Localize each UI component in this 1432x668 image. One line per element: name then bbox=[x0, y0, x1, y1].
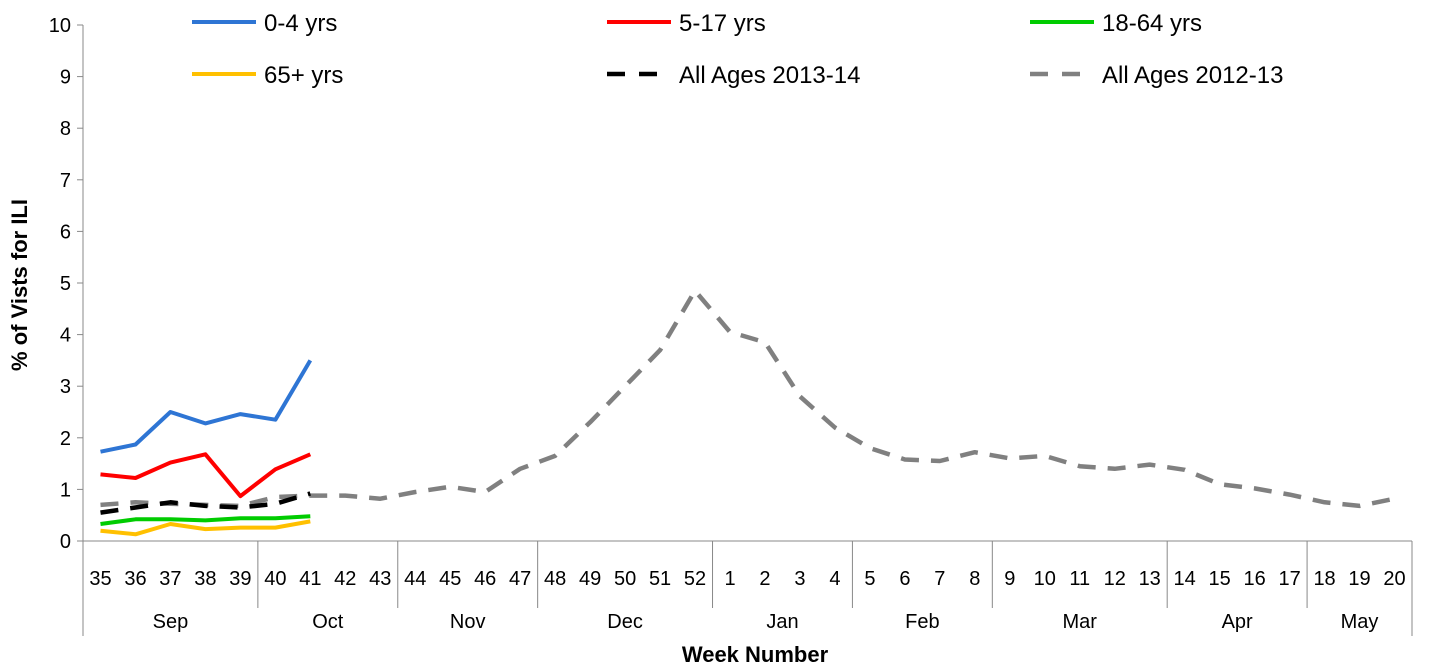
series-line-2 bbox=[100, 514, 311, 526]
x-tick-label: 42 bbox=[334, 568, 356, 590]
legend: 0-4 yrs 5-17 yrs 18-64 yrs 65+ yrs All Ages … bbox=[192, 10, 1283, 89]
legend-label: 5-17 yrs bbox=[679, 10, 766, 37]
y-tick-label: 3 bbox=[60, 376, 71, 398]
legend-label: All Ages 2013-14 bbox=[679, 62, 860, 89]
x-tick-label: 44 bbox=[404, 568, 426, 590]
x-tick-label: 46 bbox=[474, 568, 496, 590]
series-line-5 bbox=[100, 288, 1395, 509]
x-tick-label: 37 bbox=[159, 568, 181, 590]
y-tick-label: 5 bbox=[60, 273, 71, 295]
x-tick-label: 39 bbox=[229, 568, 251, 590]
x-tick-label: 13 bbox=[1139, 568, 1161, 590]
month-label: Apr bbox=[1222, 611, 1253, 633]
x-tick-label: 35 bbox=[89, 568, 111, 590]
y-tick-label: 9 bbox=[60, 67, 71, 89]
legend-label: 0-4 yrs bbox=[264, 10, 337, 37]
x-tick-label: 6 bbox=[899, 568, 910, 590]
x-tick-label: 14 bbox=[1174, 568, 1196, 590]
x-tick-label: 41 bbox=[299, 568, 321, 590]
x-axis-title: Week Number bbox=[682, 642, 829, 667]
y-tick-label: 2 bbox=[60, 428, 71, 450]
month-label: Mar bbox=[1063, 611, 1098, 633]
month-label: Oct bbox=[312, 611, 344, 633]
x-tick-label: 43 bbox=[369, 568, 391, 590]
x-tick-label: 8 bbox=[969, 568, 980, 590]
x-tick-label: 7 bbox=[934, 568, 945, 590]
x-tick-label: 11 bbox=[1069, 568, 1090, 590]
legend-label: 65+ yrs bbox=[264, 62, 343, 89]
month-label: Feb bbox=[905, 611, 939, 633]
x-tick-label: 45 bbox=[439, 568, 461, 590]
x-tick-label: 1 bbox=[724, 568, 735, 590]
x-tick-label: 3 bbox=[794, 568, 805, 590]
month-label: Nov bbox=[450, 611, 486, 633]
x-tick-label: 10 bbox=[1034, 568, 1056, 590]
y-tick-label: 1 bbox=[60, 479, 71, 501]
series-line-1 bbox=[100, 452, 312, 499]
x-tick-label: 40 bbox=[264, 568, 286, 590]
y-tick-label: 7 bbox=[60, 170, 71, 192]
legend-label: All Ages 2012-13 bbox=[1102, 62, 1283, 89]
month-label: Jan bbox=[766, 611, 798, 633]
month-label: Dec bbox=[607, 611, 643, 633]
x-tick-label: 16 bbox=[1243, 568, 1265, 590]
x-tick-label: 48 bbox=[544, 568, 566, 590]
series-line-3 bbox=[100, 519, 311, 537]
y-tick-label: 0 bbox=[60, 531, 71, 553]
y-axis: 0 1 2 3 4 5 6 7 8 9 10 bbox=[49, 15, 84, 553]
x-tick-label: 15 bbox=[1209, 568, 1231, 590]
x-tick-label: 17 bbox=[1278, 568, 1300, 590]
x-tick-label: 20 bbox=[1383, 568, 1405, 590]
month-label: Sep bbox=[153, 611, 189, 633]
y-tick-label: 10 bbox=[49, 15, 71, 37]
y-axis-title: % of Vists for ILI bbox=[7, 199, 32, 371]
x-tick-label: 19 bbox=[1348, 568, 1370, 590]
x-tick-label: 49 bbox=[579, 568, 601, 590]
x-tick-label: 51 bbox=[649, 568, 671, 590]
x-tick-label: 52 bbox=[684, 568, 706, 590]
x-tick-label: 18 bbox=[1313, 568, 1335, 590]
y-tick-label: 8 bbox=[60, 118, 71, 140]
x-tick-label: 4 bbox=[829, 568, 840, 590]
month-label: May bbox=[1341, 611, 1379, 633]
legend-label: 18-64 yrs bbox=[1102, 10, 1202, 37]
x-tick-label: 2 bbox=[759, 568, 770, 590]
x-tick-label: 50 bbox=[614, 568, 636, 590]
y-tick-label: 4 bbox=[60, 325, 71, 347]
x-tick-label: 5 bbox=[864, 568, 875, 590]
x-tick-label: 9 bbox=[1004, 568, 1015, 590]
x-tick-label: 12 bbox=[1104, 568, 1126, 590]
x-axis: 35 36 37 38 39 40 41 42 43 44 45 46 47 48 49 50 51 52 1 2 3 4… bbox=[82, 540, 1413, 636]
series-line-4 bbox=[100, 491, 311, 515]
x-tick-label: 38 bbox=[194, 568, 216, 590]
series-layer bbox=[100, 288, 1395, 537]
x-tick-label: 36 bbox=[124, 568, 146, 590]
y-tick-label: 6 bbox=[60, 221, 71, 243]
x-tick-label: 47 bbox=[509, 568, 531, 590]
series-line-0 bbox=[100, 359, 313, 454]
